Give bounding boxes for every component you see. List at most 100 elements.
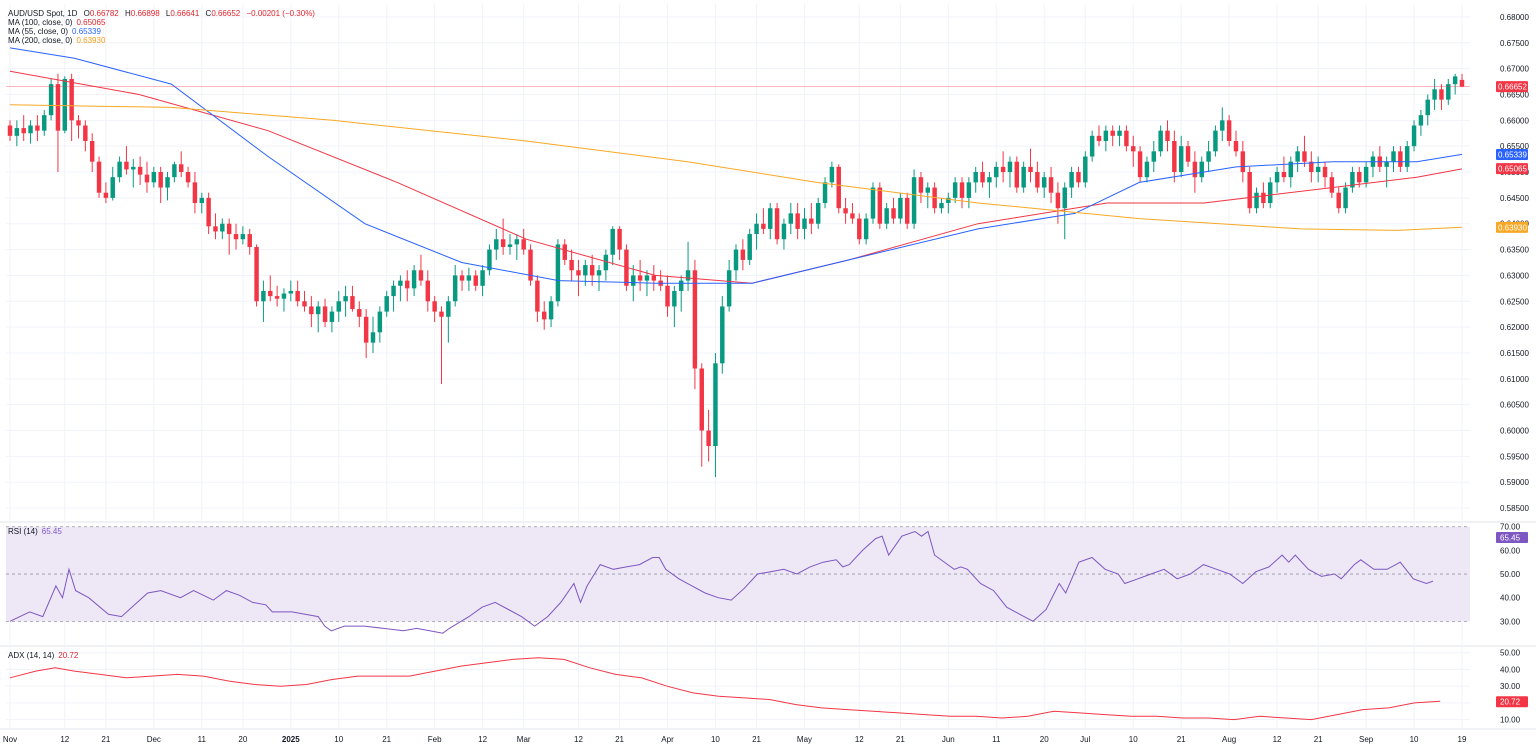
time-tick-label: 19: [1458, 735, 1467, 744]
candle-body: [418, 270, 424, 281]
candle: [425, 270, 431, 312]
candle: [76, 115, 81, 139]
candle: [877, 182, 883, 229]
candle-body: [987, 177, 992, 183]
candle: [1452, 73, 1458, 95]
adx-pane[interactable]: [9, 657, 1441, 721]
candle: [329, 306, 335, 333]
time-tick-label: 21: [896, 735, 905, 744]
candle: [459, 270, 465, 291]
price-tick-label: 0.68000: [1500, 13, 1529, 22]
candle: [446, 296, 451, 343]
price-pane[interactable]: [6, 47, 1470, 478]
candle: [1131, 135, 1136, 167]
candle-body: [329, 311, 335, 322]
candle: [1220, 107, 1225, 142]
rsi-pane[interactable]: [6, 526, 1470, 634]
candle-body: [377, 311, 383, 333]
candle-body: [829, 166, 835, 183]
candle: [706, 409, 711, 462]
candle-body: [1083, 156, 1088, 183]
candle: [747, 228, 752, 266]
time-tick-label: 10: [1129, 735, 1138, 744]
candle-body: [254, 246, 259, 302]
candle: [1185, 141, 1191, 167]
candle: [233, 223, 239, 250]
candle-body: [1357, 172, 1362, 183]
candle: [1165, 120, 1170, 152]
rsi-label: RSI (14): [8, 527, 38, 536]
price-tick-label: 0.63500: [1500, 246, 1529, 255]
candle-body: [1384, 161, 1389, 167]
candle: [726, 259, 732, 312]
rsi-tag-bg: [1496, 531, 1528, 543]
candle-body: [1069, 172, 1074, 188]
candle-body: [473, 275, 478, 286]
candle: [768, 203, 773, 240]
last-price-tag-text: 0.66652: [1498, 83, 1527, 92]
rsi-tick-label: 60.00: [1500, 546, 1521, 555]
legend-rsi: RSI (14) 65.45: [8, 527, 66, 537]
candle-body: [144, 174, 150, 183]
candle-body: [884, 208, 889, 224]
candle-body: [370, 332, 376, 343]
candle-body: [398, 280, 403, 286]
time-tick-label: 20: [1040, 735, 1049, 744]
legend-adx: ADX (14, 14) 20.72: [8, 651, 82, 661]
candle: [905, 192, 910, 229]
candle-body: [815, 203, 821, 224]
candle: [583, 259, 588, 286]
price-tick-label: 0.59500: [1500, 452, 1529, 461]
candle-body: [788, 213, 794, 224]
candle-body: [1014, 161, 1020, 188]
adx-tag: 20.72: [1496, 696, 1528, 708]
candle: [836, 164, 841, 214]
price-tick-label: 0.60500: [1500, 401, 1529, 410]
candle-body: [452, 275, 458, 302]
candle-body: [295, 290, 300, 302]
candle: [925, 182, 930, 209]
candle: [192, 172, 198, 214]
candle-body: [62, 78, 68, 131]
candle-body: [761, 223, 766, 229]
time-tick-label: 11: [198, 735, 207, 744]
candle: [535, 275, 540, 322]
adx-label: ADX (14, 14): [8, 651, 55, 660]
candle-body: [672, 290, 677, 307]
time-tick-label: Nov: [3, 735, 17, 744]
candle: [405, 270, 410, 302]
candle-body: [966, 182, 972, 198]
candle-body: [268, 290, 273, 297]
candle: [898, 192, 903, 224]
ma100-value: 0.65065: [76, 18, 106, 27]
candle-body: [836, 166, 841, 209]
candle-body: [713, 363, 718, 447]
time-tick-label: Feb: [428, 735, 442, 744]
candle-body: [315, 306, 321, 315]
candle-body: [1007, 161, 1013, 173]
candle: [42, 109, 47, 136]
candle-body: [1021, 166, 1026, 188]
legend-ma55: MA (55, close, 0) 0.65339: [8, 27, 105, 37]
candle: [1247, 166, 1252, 214]
candle-body: [1137, 151, 1143, 178]
candle: [62, 76, 68, 134]
candle-body: [1048, 177, 1054, 193]
candle-body: [1432, 89, 1437, 100]
candle-body: [1096, 135, 1102, 142]
candle-body: [363, 316, 369, 343]
candle-body: [1288, 161, 1293, 178]
time-axis[interactable]: Nov 12 21 Dec 11 20 2025 10 21 Feb 12 Mar 12 21 Apr 10 2…: [3, 735, 1467, 744]
low-label: L: [165, 9, 171, 18]
price-tick-label: 0.59000: [1500, 478, 1529, 487]
candle-body: [48, 84, 54, 116]
rsi-line: [9, 530, 1434, 634]
candle-body: [891, 208, 896, 219]
time-tick-label: May: [797, 735, 812, 744]
candle-body: [569, 259, 574, 271]
candle: [1459, 73, 1465, 88]
candle: [987, 172, 992, 198]
price-axis[interactable]: 0.68000 0.67500 0.67000 0.66500 0.66000 0.655…: [1496, 13, 1529, 725]
time-tick-label: 12: [1273, 735, 1282, 744]
